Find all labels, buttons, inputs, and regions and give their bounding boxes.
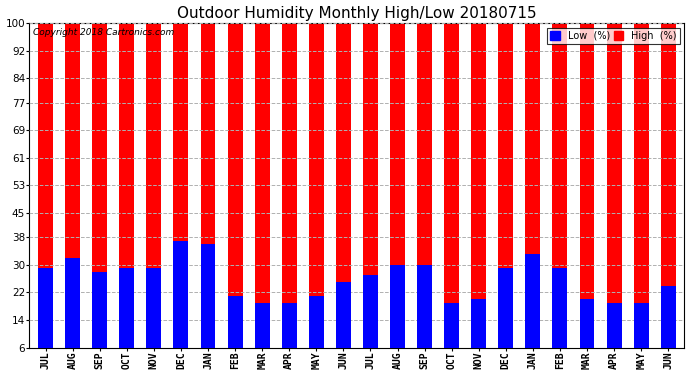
Bar: [173, 23, 188, 368]
Bar: [525, 23, 540, 368]
Bar: [255, 303, 270, 368]
Bar: [444, 23, 459, 368]
Bar: [390, 23, 405, 368]
Bar: [390, 265, 405, 368]
Bar: [336, 23, 351, 368]
Bar: [607, 303, 622, 368]
Bar: [146, 268, 161, 368]
Bar: [580, 23, 595, 368]
Bar: [471, 23, 486, 368]
Bar: [471, 299, 486, 368]
Bar: [363, 275, 378, 368]
Bar: [38, 23, 53, 368]
Bar: [38, 268, 53, 368]
Bar: [309, 296, 324, 368]
Bar: [119, 23, 135, 368]
Bar: [498, 268, 513, 368]
Bar: [607, 23, 622, 368]
Text: Copyright 2018 Cartronics.com: Copyright 2018 Cartronics.com: [32, 28, 174, 37]
Bar: [633, 23, 649, 368]
Bar: [525, 254, 540, 368]
Title: Outdoor Humidity Monthly High/Low 20180715: Outdoor Humidity Monthly High/Low 201807…: [177, 6, 537, 21]
Bar: [553, 23, 567, 368]
Bar: [146, 23, 161, 368]
Bar: [444, 303, 459, 368]
Bar: [201, 23, 215, 368]
Bar: [201, 244, 215, 368]
Bar: [228, 23, 242, 368]
Bar: [92, 23, 107, 368]
Bar: [282, 23, 297, 368]
Bar: [66, 258, 80, 368]
Bar: [282, 303, 297, 368]
Bar: [336, 282, 351, 368]
Bar: [173, 241, 188, 368]
Bar: [661, 285, 676, 368]
Bar: [228, 296, 242, 368]
Bar: [580, 299, 595, 368]
Bar: [255, 23, 270, 368]
Bar: [661, 23, 676, 368]
Bar: [363, 23, 378, 368]
Bar: [417, 23, 432, 368]
Bar: [92, 272, 107, 368]
Bar: [633, 303, 649, 368]
Bar: [417, 265, 432, 368]
Bar: [498, 23, 513, 368]
Bar: [553, 268, 567, 368]
Bar: [66, 23, 80, 368]
Legend: Low  (%), High  (%): Low (%), High (%): [547, 28, 680, 44]
Bar: [309, 23, 324, 368]
Bar: [119, 268, 135, 368]
